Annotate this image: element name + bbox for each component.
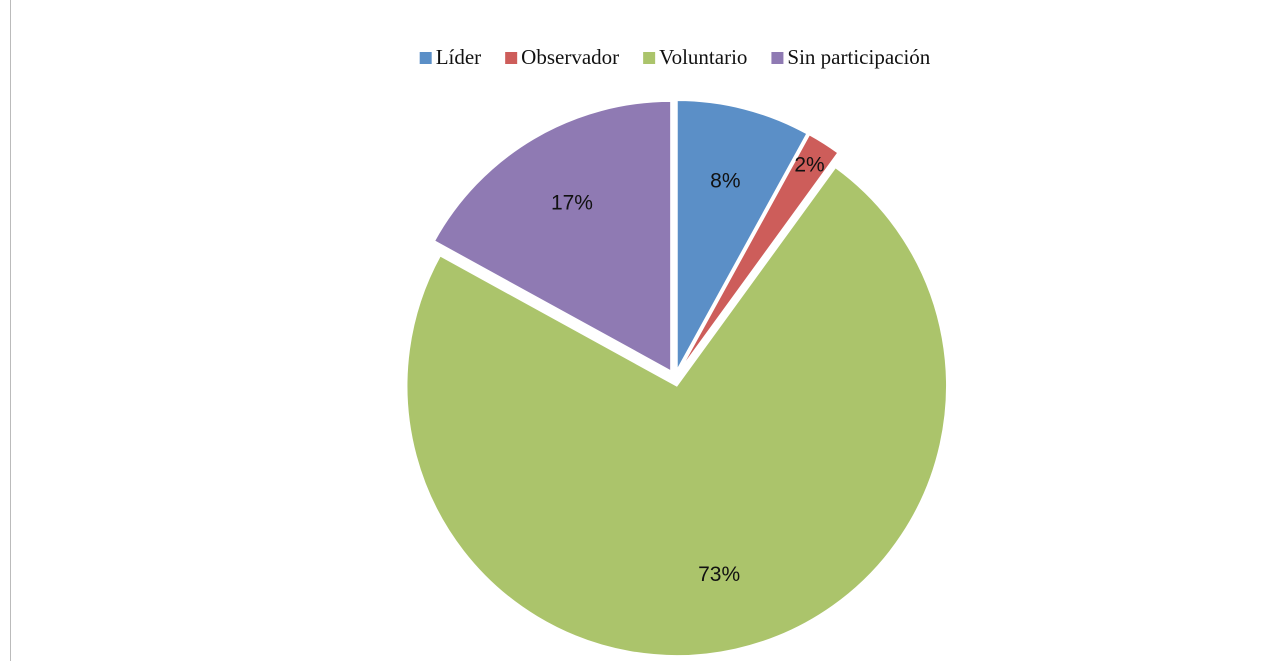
legend-label: Voluntario [659, 45, 747, 69]
data-label: 17% [551, 191, 593, 214]
legend-label: Líder [436, 45, 481, 69]
pie-slice [433, 100, 672, 373]
legend-swatch [771, 52, 784, 64]
legend-swatch [419, 52, 432, 64]
legend: Líder Observador Voluntario Sin participaci… [419, 45, 931, 69]
data-label: 8% [710, 170, 740, 193]
legend-swatch [505, 52, 518, 64]
pie-slice [405, 166, 948, 657]
pie-slice [678, 133, 840, 372]
legend-label: Sin participación [787, 45, 930, 69]
data-label: 2% [794, 154, 824, 177]
legend-swatch [643, 52, 656, 64]
pie-slice [676, 99, 809, 371]
legend-label: Observador [521, 45, 619, 69]
data-label: 73% [698, 563, 740, 586]
